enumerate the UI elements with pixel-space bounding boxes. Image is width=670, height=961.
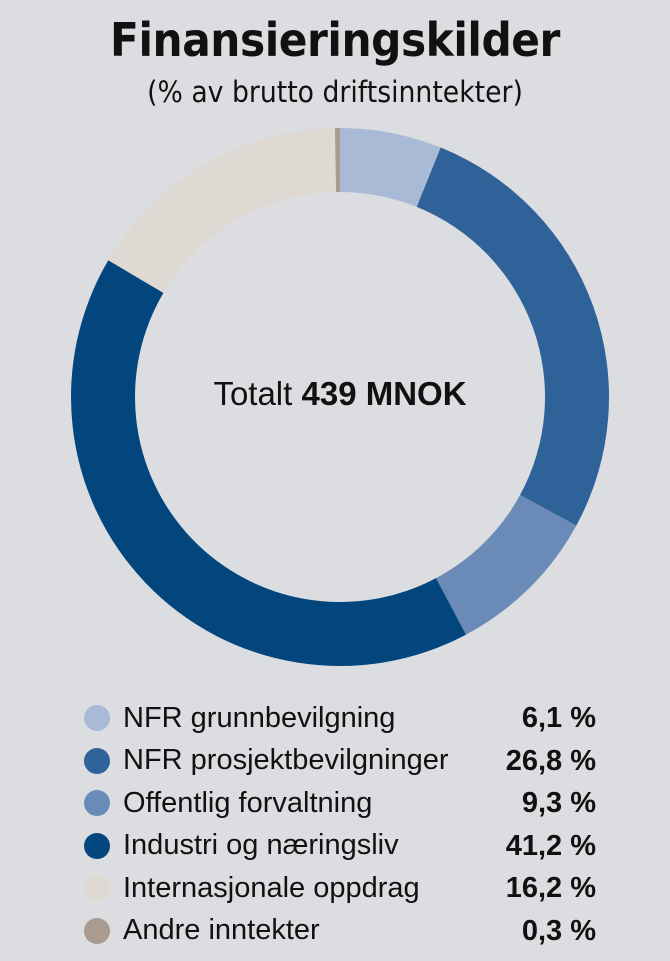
legend-value: 0,3 % bbox=[521, 914, 596, 947]
total-prefix: Totalt bbox=[213, 375, 302, 412]
legend-label: Internasjonale oppdrag bbox=[123, 871, 420, 904]
legend-value: 6,1 % bbox=[521, 702, 596, 734]
donut-slice bbox=[70, 260, 466, 666]
legend-label: Andre inntekter bbox=[123, 914, 320, 947]
donut-slice bbox=[416, 147, 610, 526]
legend-swatch-icon bbox=[84, 790, 110, 817]
legend-swatch-icon bbox=[84, 875, 110, 902]
legend-label: Offentlig forvaltning bbox=[123, 786, 373, 819]
legend-item: Internasjonale oppdrag 16,2 % bbox=[84, 867, 596, 910]
total-label: Totalt 439 MNOK bbox=[140, 372, 540, 416]
donut-slice bbox=[334, 128, 340, 193]
legend-item: Andre inntekter 0,3 % bbox=[84, 910, 596, 953]
legend-label: NFR grunnbevilgning bbox=[123, 701, 396, 734]
legend-value: 9,3 % bbox=[521, 787, 596, 819]
legend-swatch-icon bbox=[84, 705, 110, 732]
legend-label: Industri og næringsliv bbox=[123, 829, 399, 862]
legend-value: 41,2 % bbox=[505, 829, 596, 862]
legend-value: 16,2 % bbox=[505, 872, 596, 904]
legend-item: NFR prosjektbevilgninger 26,8 % bbox=[84, 740, 596, 783]
legend-swatch-icon bbox=[84, 747, 110, 774]
legend: NFR grunnbevilgning 6,1 % NFR prosjektbe… bbox=[84, 697, 596, 952]
donut-slice bbox=[108, 128, 337, 293]
legend-value: 26,8 % bbox=[505, 744, 596, 777]
legend-swatch-icon bbox=[84, 832, 110, 859]
legend-item: Industri og næringsliv 41,2 % bbox=[84, 825, 596, 868]
chart-subtitle: (% av brutto driftsinntekter) bbox=[147, 75, 523, 109]
donut-slice bbox=[436, 495, 577, 635]
legend-swatch-icon bbox=[84, 917, 110, 944]
legend-label: NFR prosjektbevilgninger bbox=[123, 744, 449, 777]
legend-item: NFR grunnbevilgning 6,1 % bbox=[84, 697, 596, 740]
chart-title: Finansieringskilder bbox=[110, 13, 560, 67]
donut-slice bbox=[340, 128, 441, 207]
total-value: 439 MNOK bbox=[301, 375, 467, 412]
legend-item: Offentlig forvaltning 9,3 % bbox=[84, 782, 596, 825]
